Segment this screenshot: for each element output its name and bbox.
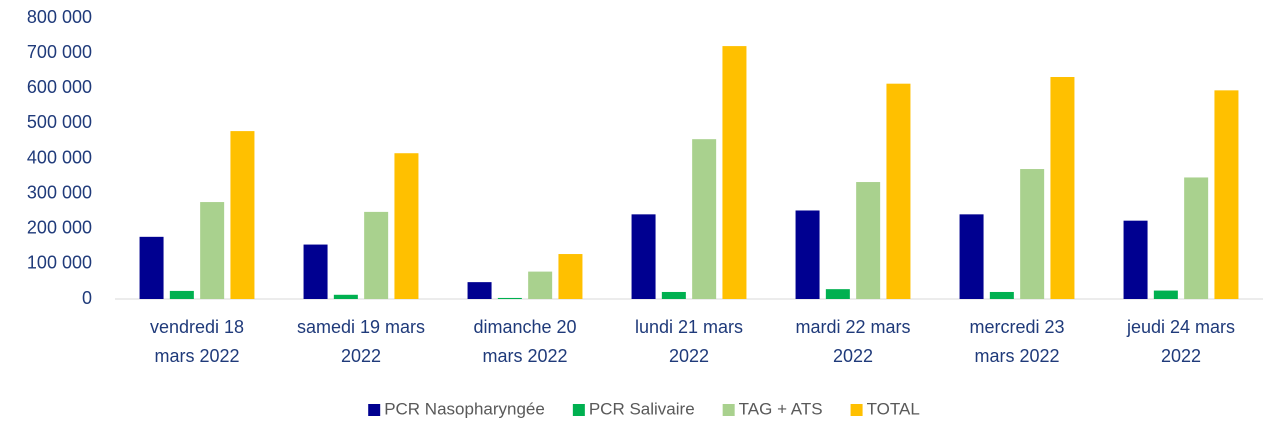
legend-swatch bbox=[368, 404, 381, 416]
bar bbox=[1153, 290, 1178, 299]
y-tick-label: 400 000 bbox=[27, 147, 92, 167]
bar bbox=[364, 211, 389, 299]
x-tick-line: mercredi 23 bbox=[969, 317, 1064, 337]
bar bbox=[230, 131, 255, 299]
bar bbox=[631, 214, 656, 299]
bar bbox=[558, 254, 583, 299]
bar bbox=[169, 290, 194, 299]
x-tick-label: samedi 19 mars 2022 bbox=[297, 317, 425, 366]
bar bbox=[959, 214, 984, 299]
x-tick-label: lundi 21 mars 2022 bbox=[635, 317, 743, 366]
legend-swatch bbox=[850, 404, 863, 416]
bar bbox=[497, 297, 522, 299]
x-tick-line: lundi 21 mars bbox=[635, 317, 743, 337]
bar bbox=[825, 289, 850, 299]
legend-item: PCR Nasopharyngée bbox=[368, 399, 545, 418]
bar bbox=[1123, 220, 1148, 299]
bar bbox=[1214, 90, 1239, 299]
x-tick-line: mardi 22 mars bbox=[795, 317, 910, 337]
y-tick-label: 300 000 bbox=[27, 182, 92, 202]
y-tick-label: 700 000 bbox=[27, 42, 92, 62]
legend-item: TAG + ATS bbox=[722, 399, 823, 418]
x-tick-line: mars 2022 bbox=[482, 346, 567, 366]
x-tick-line: 2022 bbox=[833, 346, 873, 366]
x-tick-line: mars 2022 bbox=[154, 346, 239, 366]
bar bbox=[528, 271, 553, 299]
bar bbox=[856, 182, 881, 299]
legend-label: TOTAL bbox=[867, 399, 920, 418]
x-tick-line: dimanche 20 bbox=[473, 317, 576, 337]
legend-label: TAG + ATS bbox=[739, 399, 823, 418]
bar bbox=[795, 210, 820, 299]
x-tick-label: mardi 22 mars 2022 bbox=[795, 317, 910, 366]
x-tick-label: dimanche 20 mars 2022 bbox=[473, 317, 576, 366]
bar bbox=[989, 291, 1014, 299]
x-tick-label: mercredi 23 mars 2022 bbox=[969, 317, 1064, 366]
x-tick-line: mars 2022 bbox=[974, 346, 1059, 366]
legend-swatch bbox=[722, 404, 735, 416]
bar bbox=[200, 202, 225, 299]
bar bbox=[394, 153, 419, 299]
y-tick-label: 100 000 bbox=[27, 253, 92, 273]
legend-item: TOTAL bbox=[850, 399, 920, 418]
bar bbox=[692, 139, 717, 299]
x-tick-line: 2022 bbox=[1161, 346, 1201, 366]
bar bbox=[886, 83, 911, 299]
bar bbox=[722, 46, 747, 299]
bar bbox=[139, 236, 164, 299]
legend-label: PCR Nasopharyngée bbox=[384, 399, 545, 418]
x-tick-label: vendredi 18 mars 2022 bbox=[150, 317, 244, 366]
x-tick-line: 2022 bbox=[669, 346, 709, 366]
x-tick-line: vendredi 18 bbox=[150, 317, 244, 337]
bar bbox=[1020, 169, 1045, 299]
bar bbox=[661, 291, 686, 299]
y-tick-label: 600 000 bbox=[27, 77, 92, 97]
bar bbox=[1050, 77, 1075, 299]
bar bbox=[333, 294, 358, 299]
y-tick-label: 0 bbox=[82, 288, 92, 308]
x-tick-line: 2022 bbox=[341, 346, 381, 366]
legend-label: PCR Salivaire bbox=[589, 399, 695, 418]
y-tick-label: 800 000 bbox=[27, 7, 92, 27]
x-tick-line: samedi 19 mars bbox=[297, 317, 425, 337]
bar bbox=[303, 244, 328, 299]
bar bbox=[467, 282, 492, 299]
legend-item: PCR Salivaire bbox=[572, 399, 695, 418]
x-tick-label: jeudi 24 mars 2022 bbox=[1126, 317, 1235, 366]
legend-swatch bbox=[572, 404, 585, 416]
y-tick-label: 500 000 bbox=[27, 112, 92, 132]
x-tick-line: jeudi 24 mars bbox=[1126, 317, 1235, 337]
bar bbox=[1184, 177, 1209, 299]
y-tick-label: 200 000 bbox=[27, 218, 92, 238]
